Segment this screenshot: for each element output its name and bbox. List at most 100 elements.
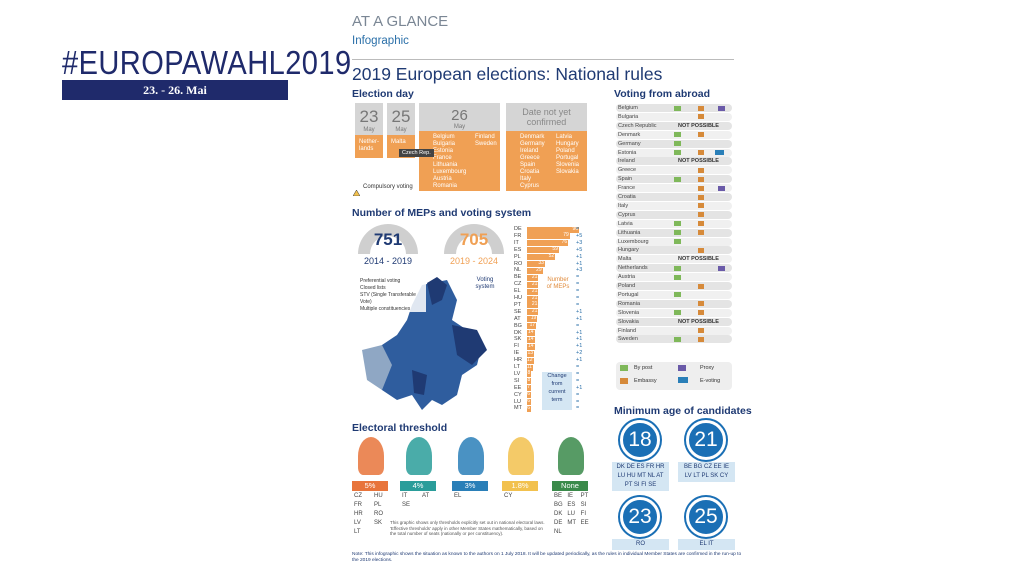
page-title: 2019 European elections: National rules [352,64,663,84]
mep-value: 21 [531,280,538,287]
not-possible: NOT POSSIBLE [678,122,719,129]
mep-country: SI [514,377,520,384]
voting-system-label: Voting system [475,277,495,290]
mep-change: +1 [576,343,583,350]
embassy-icon [698,150,704,155]
mep-change: = [576,288,580,295]
mep-change: = [576,405,580,412]
threshold-country: MT [567,520,576,526]
mep-country: AT [514,315,521,322]
calendar-head: 25 May [387,103,415,135]
day-col2: Latvia Hungary Poland Portugal Slovenia … [556,134,580,175]
age-countries: BE BG CZ EE IE LV LT PL SK CY [678,462,735,482]
mep-bar: 79 [527,232,570,240]
age-circle: 21 [686,420,726,460]
mep-bar: 6 [527,391,531,399]
envelope-icon [674,265,681,271]
envelope-icon [674,310,681,316]
threshold-country: CY [504,493,513,499]
mep-change: +1 [576,384,583,391]
mep-bar: 14 [527,343,535,350]
mep-bar: 11 [527,364,533,371]
mep-country: BG [514,322,522,329]
threshold-country: NL [554,529,562,535]
threshold-countries: CZ HU FR PL HR RO LV SK LT [354,492,390,537]
mep-bar: 33 [527,260,545,267]
envelope-icon [674,141,681,147]
envelope-icon [620,365,628,371]
mep-value: 8 [527,377,531,384]
threshold-label: 5% [352,481,388,491]
mep-change: +1 [576,329,583,336]
mep-bar: 14 [527,336,535,343]
threshold-country: IE [567,493,573,499]
mep-country: PT [514,301,522,308]
abroad-row: Hungary [616,246,732,255]
abroad-country: Portugal [618,291,639,298]
day-month: May [363,127,375,133]
mep-change: = [576,226,580,232]
mep-value: 33 [538,260,544,266]
mep-change: +5 [576,232,583,239]
embassy-icon [698,194,704,200]
day-number: 25 [391,107,411,126]
abroad-row: Germany [616,139,732,148]
abroad-country: Italy [618,202,629,209]
abroad-country: Belgium [618,105,638,111]
threshold-country: SI [580,502,587,508]
mep-value: 96 [572,225,578,232]
mep-change: +1 [576,315,583,322]
threshold-country: SK [374,520,383,526]
threshold-countries: BE IE PT BG ES SI DK LU FI DE MT EE NL [554,492,590,537]
abroad-country: France [618,185,636,192]
mep-bar: 96 [527,225,579,233]
czech-label: Czech Rep. [399,149,434,157]
calendar-2: 26 May Belgium Bulgaria Estonia France Lit… [399,103,500,191]
mep-country: FR [514,232,522,239]
threshold-countries: CY [504,492,540,501]
mep-value: 21 [531,308,538,315]
mep-bar: 21 [527,301,539,309]
voting-legend: Preferential voting Closed lists STV (Si… [354,278,426,312]
abroad-country: Luxembourg [618,238,649,245]
mep-change: +1 [576,260,583,267]
age-circle: 23 [620,497,660,537]
abroad-country: Hungary [618,247,639,254]
legend-embassy: Embassy [634,378,657,384]
abroad-row: Malta NOT POSSIBLE [616,255,732,264]
abroad-row: Lithuania [616,228,732,237]
threshold-country: RO [374,511,383,517]
mep-value: 7 [527,384,530,391]
seat-total: 751 [373,230,403,249]
abroad-country: Sweden [618,336,638,343]
mep-value: 29 [536,266,542,273]
threshold-label: 1.8% [502,481,538,491]
mep-value: 21 [531,287,538,294]
mep-value: 6 [527,398,530,404]
mep-country: DE [514,226,522,232]
mep-bar: 12 [527,357,534,364]
abroad-country: Czech Republic [618,122,657,129]
threshold-footnote: This graphic shows only thresholds expli… [390,520,545,536]
abroad-country: Slovakia [618,318,639,325]
mep-change: = [576,364,580,370]
abroad-row: Austria [616,273,732,282]
embassy-icon [698,203,704,209]
mep-bar: 7 [527,384,531,392]
legend-proxy: Proxy [700,365,715,371]
mep-country: CZ [514,281,522,288]
abroad-row: Denmark [616,130,732,139]
mep-change: = [576,377,580,384]
abroad-country: Netherlands [618,265,648,272]
athlete-icon [558,437,584,475]
abroad-row: Slovenia [616,308,732,317]
threshold-countries: IT AT SE [402,492,438,510]
embassy-icon [698,132,704,138]
section-abroad: Voting from abroad [614,88,711,100]
threshold-country: PL [374,502,382,508]
embassy-icon [698,336,704,342]
abroad-country: Bulgaria [618,113,639,120]
change-label: Change from current term [542,372,572,410]
mep-bar: 19 [527,315,538,323]
abroad-row: France [616,184,732,193]
